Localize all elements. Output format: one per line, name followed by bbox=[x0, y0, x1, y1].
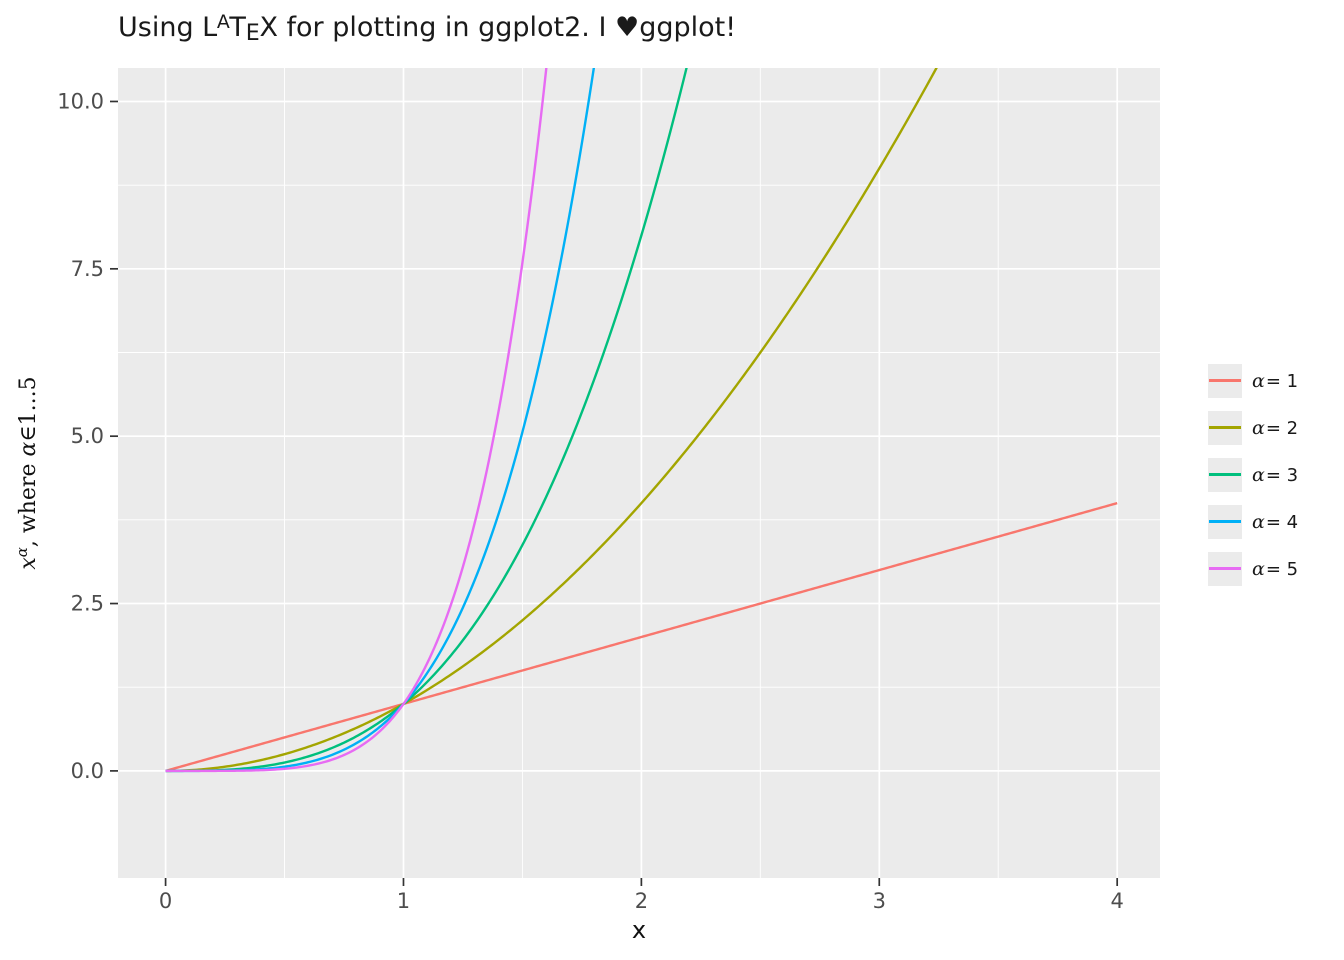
latex-logo-t: T bbox=[229, 12, 246, 43]
latex-logo-x: X bbox=[259, 12, 278, 43]
legend-alpha-symbol: α bbox=[1252, 416, 1265, 439]
legend-key-line bbox=[1209, 473, 1241, 476]
chart-title: Using LATEX for plotting in ggplot2. I ♥… bbox=[118, 11, 737, 46]
legend-alpha-symbol: α bbox=[1252, 510, 1265, 533]
legend-key bbox=[1208, 457, 1242, 492]
legend-alpha-symbol: α bbox=[1252, 369, 1265, 392]
legend-value: = 1 bbox=[1265, 370, 1299, 392]
y-tick-label: 0.0 bbox=[71, 759, 104, 783]
x-axis-title: x bbox=[631, 916, 647, 944]
legend-item-alpha-4: α= 4 bbox=[1208, 498, 1298, 545]
legend-key-line bbox=[1209, 379, 1241, 382]
y-title-range: 1...5 bbox=[16, 376, 42, 426]
y-title-element-of: ∈ bbox=[16, 425, 42, 442]
legend-value: = 4 bbox=[1265, 511, 1299, 533]
legend-value: = 5 bbox=[1265, 558, 1299, 580]
title-post: for plotting in ggplot2. I ♥ggplot! bbox=[277, 12, 737, 43]
legend-label: α= 2 bbox=[1252, 417, 1298, 439]
y-tick-label: 7.5 bbox=[71, 257, 104, 281]
x-tick-label: 4 bbox=[1110, 889, 1123, 913]
title-pre: Using L bbox=[118, 12, 218, 43]
legend-label: α= 3 bbox=[1252, 464, 1298, 486]
legend-item-alpha-2: α= 2 bbox=[1208, 404, 1298, 451]
legend-label: α= 4 bbox=[1252, 511, 1298, 533]
y-tick-label: 2.5 bbox=[71, 592, 104, 616]
series-line-alpha-2 bbox=[165, 68, 938, 773]
legend-key bbox=[1208, 363, 1242, 398]
legend-key bbox=[1208, 504, 1242, 539]
legend-label: α= 1 bbox=[1252, 370, 1298, 392]
x-tick-label: 3 bbox=[873, 889, 886, 913]
legend-alpha-symbol: α bbox=[1252, 463, 1265, 486]
legend-value: = 2 bbox=[1265, 417, 1299, 439]
legend-value: = 3 bbox=[1265, 464, 1299, 486]
legend: α= 1 α= 2 α= 3 α= 4 α= 5 bbox=[1208, 357, 1298, 592]
latex-logo-e: E bbox=[245, 19, 260, 46]
legend-alpha-symbol: α bbox=[1252, 557, 1265, 580]
series-line-alpha-3 bbox=[165, 68, 688, 773]
x-tick-label: 1 bbox=[397, 889, 410, 913]
legend-label: α= 5 bbox=[1252, 558, 1298, 580]
legend-item-alpha-3: α= 3 bbox=[1208, 451, 1298, 498]
y-tick-label: 10.0 bbox=[57, 89, 104, 113]
series-line-alpha-5 bbox=[165, 68, 548, 773]
y-axis-title: xα, where α∈1...5 bbox=[13, 376, 41, 569]
y-title-alpha: α bbox=[16, 441, 42, 457]
y-title-var: x bbox=[16, 557, 42, 570]
legend-key-line bbox=[1209, 426, 1241, 429]
legend-item-alpha-5: α= 5 bbox=[1208, 545, 1298, 592]
y-title-exponent: α bbox=[12, 547, 31, 558]
y-tick-label: 5.0 bbox=[71, 424, 104, 448]
x-tick-label: 0 bbox=[159, 889, 172, 913]
legend-key-line bbox=[1209, 567, 1241, 570]
legend-key bbox=[1208, 551, 1242, 586]
latex-logo-a: A bbox=[216, 11, 230, 34]
x-tick-label: 2 bbox=[635, 889, 648, 913]
legend-item-alpha-1: α= 1 bbox=[1208, 357, 1298, 404]
legend-key bbox=[1208, 410, 1242, 445]
panel-background bbox=[118, 68, 1160, 878]
y-title-mid: , where bbox=[16, 456, 42, 548]
legend-key-line bbox=[1209, 520, 1241, 523]
series-line-alpha-1 bbox=[165, 501, 1118, 773]
